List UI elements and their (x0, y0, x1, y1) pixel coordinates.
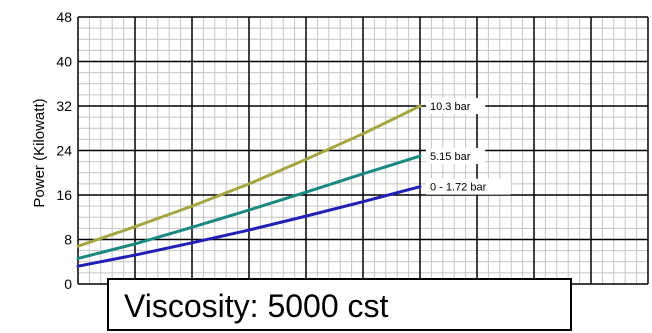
series-labels: 10.3 bar 5.15 bar 0 - 1.72 bar (426, 98, 511, 195)
series-line (76, 185, 422, 268)
y-tick-label: 8 (64, 232, 72, 248)
series-label-bg (426, 148, 486, 165)
y-tick-label: 0 (64, 276, 72, 292)
viscosity-box (107, 278, 572, 331)
series-line (76, 154, 422, 260)
y-tick-label: 40 (56, 54, 72, 70)
series-label-bg (426, 98, 486, 114)
viscosity-annotation: Viscosity: 5000 cst (124, 288, 389, 324)
series-label-bg (426, 178, 511, 195)
y-axis-label: Power (Kilowatt) (31, 98, 48, 207)
series-label: 5.15 bar (430, 151, 471, 163)
y-tick-labels: 0 8 16 24 32 40 48 (56, 9, 72, 292)
y-tick-label: 16 (56, 187, 72, 203)
series-lines (76, 104, 422, 268)
series-label: 10.3 bar (430, 101, 471, 113)
series-line (76, 104, 422, 248)
series-label: 0 - 1.72 bar (430, 182, 487, 194)
y-tick-label: 48 (56, 9, 72, 25)
y-tick-label: 32 (56, 98, 72, 114)
y-tick-label: 24 (56, 143, 72, 159)
major-grid (77, 16, 649, 285)
